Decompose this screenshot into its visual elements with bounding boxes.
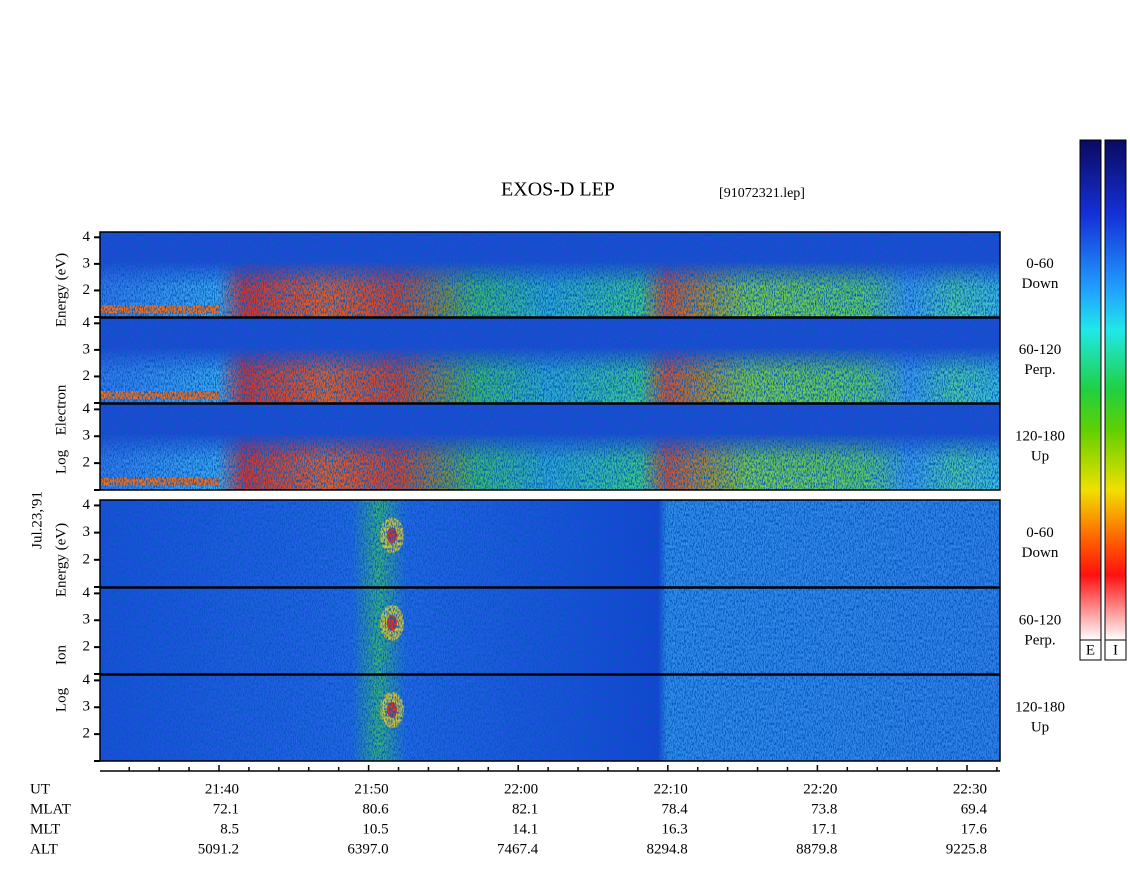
y-tick-label: 2 bbox=[83, 368, 91, 384]
spectrogram-noise bbox=[100, 404, 1000, 490]
y-axis-label: Log bbox=[53, 687, 69, 712]
row-value: 8879.8 bbox=[796, 841, 837, 857]
row-value: 7467.4 bbox=[497, 841, 539, 857]
y-axis-label: Ion bbox=[53, 645, 69, 665]
y-tick-label: 2 bbox=[83, 455, 91, 471]
panel-frame bbox=[99, 674, 1001, 762]
panel-frame bbox=[99, 317, 1001, 404]
panel-label: Up bbox=[1031, 448, 1049, 464]
row-value: 8.5 bbox=[220, 821, 239, 837]
y-axis-label: Log bbox=[53, 449, 69, 474]
spectrogram-noise bbox=[100, 588, 1000, 674]
y-tick-label: 4 bbox=[83, 497, 91, 513]
row-label: MLT bbox=[30, 821, 60, 837]
y-tick-label: 3 bbox=[83, 612, 91, 628]
row-value: 21:50 bbox=[354, 781, 388, 797]
panel-label: 120-180 bbox=[1015, 699, 1065, 715]
row-value: 82.1 bbox=[512, 801, 538, 817]
colorbar bbox=[1104, 139, 1127, 641]
y-tick-label: 3 bbox=[83, 699, 91, 715]
row-value: 17.1 bbox=[811, 821, 837, 837]
row-value: 22:20 bbox=[803, 781, 837, 797]
y-axis-label: Energy (eV) bbox=[53, 523, 69, 597]
row-value: 80.6 bbox=[362, 801, 389, 817]
y-tick-label: 4 bbox=[83, 672, 91, 688]
row-value: 21:40 bbox=[205, 781, 239, 797]
spectrogram-noise bbox=[100, 500, 1000, 587]
spectrogram-noise bbox=[100, 318, 1000, 403]
panel-label: 0-60 bbox=[1026, 256, 1054, 272]
panel-label: Perp. bbox=[1024, 632, 1055, 648]
panel-label: 120-180 bbox=[1015, 428, 1065, 444]
panel-label: 60-120 bbox=[1019, 612, 1062, 628]
y-tick-label: 4 bbox=[83, 401, 91, 417]
panel-label: Down bbox=[1022, 545, 1059, 561]
row-value: 5091.2 bbox=[198, 841, 239, 857]
y-axis-label: Energy (eV) bbox=[53, 253, 69, 327]
title: EXOS-D LEP bbox=[501, 179, 615, 201]
y-tick-label: 4 bbox=[83, 585, 91, 601]
row-value: 72.1 bbox=[213, 801, 239, 817]
row-value: 10.5 bbox=[362, 821, 388, 837]
panel-frame bbox=[99, 587, 1001, 675]
panel-label: Up bbox=[1031, 719, 1049, 735]
row-value: 9225.8 bbox=[946, 841, 987, 857]
row-value: 69.4 bbox=[961, 801, 988, 817]
row-value: 22:30 bbox=[953, 781, 987, 797]
colorbar-label: E bbox=[1086, 642, 1095, 658]
y-tick-label: 4 bbox=[83, 315, 91, 331]
row-label: MLAT bbox=[30, 801, 71, 817]
panel-label: Down bbox=[1022, 276, 1059, 292]
date: Jul.23,'91 bbox=[29, 491, 45, 549]
row-value: 22:10 bbox=[654, 781, 688, 797]
y-axis-label: Electron bbox=[53, 384, 69, 435]
y-tick-label: 2 bbox=[83, 726, 91, 742]
panel-frame bbox=[99, 403, 1001, 491]
y-tick-label: 2 bbox=[83, 551, 91, 567]
row-label: ALT bbox=[30, 841, 58, 857]
colorbar-label-box bbox=[1104, 639, 1127, 661]
panel-label: 60-120 bbox=[1019, 342, 1062, 358]
panel-label: Perp. bbox=[1024, 362, 1055, 378]
y-tick-label: 2 bbox=[83, 282, 91, 298]
colorbar-label: I bbox=[1113, 642, 1118, 658]
row-value: 16.3 bbox=[662, 821, 688, 837]
y-tick-label: 3 bbox=[83, 255, 91, 271]
row-value: 8294.8 bbox=[647, 841, 688, 857]
row-value: 22:00 bbox=[504, 781, 538, 797]
panel-frame bbox=[99, 231, 1001, 318]
spectrogram-noise bbox=[100, 675, 1000, 761]
file-name: [91072321.lep] bbox=[719, 186, 805, 201]
colorbar-label-box bbox=[1079, 639, 1102, 661]
row-value: 14.1 bbox=[512, 821, 538, 837]
y-tick-label: 3 bbox=[83, 428, 91, 444]
row-label: UT bbox=[30, 781, 50, 797]
y-tick-label: 3 bbox=[83, 524, 91, 540]
y-tick-label: 3 bbox=[83, 341, 91, 357]
colorbar bbox=[1079, 139, 1102, 641]
row-value: 78.4 bbox=[662, 801, 689, 817]
row-value: 6397.0 bbox=[347, 841, 388, 857]
spectrogram-noise bbox=[100, 232, 1000, 317]
y-tick-label: 4 bbox=[83, 229, 91, 245]
row-value: 73.8 bbox=[811, 801, 837, 817]
panel-frame bbox=[99, 499, 1001, 588]
panel-label: 0-60 bbox=[1026, 525, 1054, 541]
row-value: 17.6 bbox=[961, 821, 988, 837]
y-tick-label: 2 bbox=[83, 639, 91, 655]
